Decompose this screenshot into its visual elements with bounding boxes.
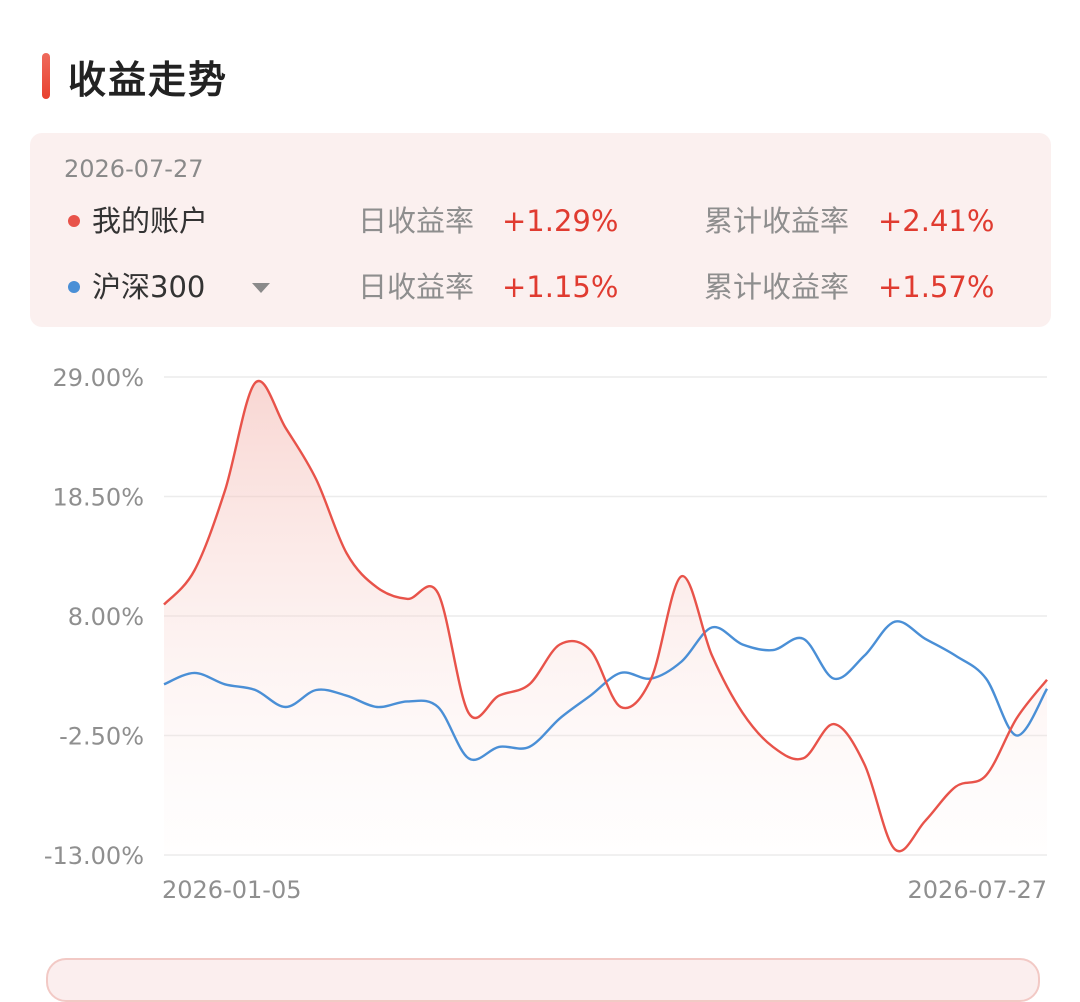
return-trend-chart[interactable]: 29.00% 18.50% 8.00% -2.50% -13.00% 2026-01-05… bbox=[0, 340, 1080, 920]
y-tick-label: 29.00% bbox=[52, 364, 144, 392]
data-point bbox=[1045, 687, 1049, 691]
data-point bbox=[436, 591, 440, 595]
data-point bbox=[741, 711, 745, 715]
data-point bbox=[862, 762, 866, 766]
data-point bbox=[619, 705, 623, 709]
daily-return-value: +1.29% bbox=[502, 204, 619, 238]
series-area-0 bbox=[164, 380, 1047, 855]
data-point bbox=[406, 597, 410, 601]
cumulative-return-value: +2.41% bbox=[878, 204, 995, 238]
data-point bbox=[558, 643, 562, 647]
data-point bbox=[588, 694, 592, 698]
data-point bbox=[832, 722, 836, 726]
data-point bbox=[284, 705, 288, 709]
data-point bbox=[345, 551, 349, 555]
daily-return-label: 日收益率 bbox=[358, 204, 475, 238]
data-point bbox=[527, 745, 531, 749]
cumulative-return-value: +1.57% bbox=[878, 270, 995, 304]
cumulative-return-label: 累计收益率 bbox=[704, 270, 850, 304]
data-point bbox=[345, 694, 349, 698]
daily-return-label: 日收益率 bbox=[358, 270, 475, 304]
data-point bbox=[680, 660, 684, 664]
data-point bbox=[375, 705, 379, 709]
data-point bbox=[710, 625, 714, 629]
data-point bbox=[771, 745, 775, 749]
data-point bbox=[436, 705, 440, 709]
data-point bbox=[923, 819, 927, 823]
data-point bbox=[1045, 678, 1049, 682]
daily-return-value: +1.15% bbox=[502, 270, 619, 304]
data-point bbox=[893, 620, 897, 624]
cumulative-return-label: 累计收益率 bbox=[704, 204, 850, 238]
legend-row-account: 我的账户 日收益率 +1.29% 累计收益率 +2.41% bbox=[64, 201, 1044, 241]
y-tick-label: 8.00% bbox=[68, 603, 144, 631]
data-point bbox=[832, 677, 836, 681]
data-point bbox=[954, 785, 958, 789]
data-point bbox=[771, 648, 775, 652]
data-point bbox=[375, 586, 379, 590]
data-point bbox=[467, 756, 471, 760]
data-point bbox=[497, 745, 501, 749]
series-line-account bbox=[163, 379, 1048, 853]
data-point bbox=[801, 756, 805, 760]
data-point bbox=[192, 671, 196, 675]
series-name: 我的账户 bbox=[92, 204, 209, 238]
data-point bbox=[162, 603, 166, 607]
data-point bbox=[497, 694, 501, 698]
data-point bbox=[923, 637, 927, 641]
data-point bbox=[223, 489, 227, 493]
benchmark-selector[interactable]: 沪深300 bbox=[92, 270, 206, 304]
data-point bbox=[588, 648, 592, 652]
data-point bbox=[284, 426, 288, 430]
data-point bbox=[192, 569, 196, 573]
y-tick-label: -2.50% bbox=[59, 723, 144, 751]
data-point bbox=[253, 688, 257, 692]
section-header: 收益走势 bbox=[42, 52, 228, 102]
data-point bbox=[680, 574, 684, 578]
data-point bbox=[1015, 716, 1019, 720]
data-point bbox=[406, 699, 410, 703]
series-line-benchmark bbox=[163, 620, 1049, 761]
data-point bbox=[649, 677, 653, 681]
selected-date: 2026-07-27 bbox=[64, 155, 204, 183]
data-point bbox=[984, 677, 988, 681]
data-point bbox=[527, 682, 531, 686]
data-point bbox=[467, 711, 471, 715]
data-point bbox=[954, 654, 958, 658]
legend-row-benchmark[interactable]: 沪深300 日收益率 +1.15% 累计收益率 +1.57% bbox=[64, 267, 1044, 307]
series-dot-icon bbox=[68, 281, 80, 293]
tooltip-summary-box: 2026-07-27 我的账户 日收益率 +1.29% 累计收益率 +2.41%… bbox=[30, 133, 1051, 327]
caret-down-icon[interactable] bbox=[252, 283, 270, 293]
data-point bbox=[162, 682, 166, 686]
data-point bbox=[710, 654, 714, 658]
data-point bbox=[984, 773, 988, 777]
series-dot-icon bbox=[68, 215, 80, 227]
page-title: 收益走势 bbox=[68, 57, 229, 102]
x-tick-label: 2026-01-05 bbox=[162, 876, 301, 904]
data-point bbox=[893, 847, 897, 851]
data-point bbox=[223, 682, 227, 686]
y-tick-label: 18.50% bbox=[52, 484, 144, 512]
x-tick-label: 2026-07-27 bbox=[908, 876, 1047, 904]
title-accent-bar bbox=[42, 53, 50, 99]
data-point bbox=[558, 716, 562, 720]
data-point bbox=[741, 643, 745, 647]
data-point bbox=[862, 654, 866, 658]
y-tick-label: -13.00% bbox=[44, 842, 144, 870]
bottom-card-edge bbox=[46, 958, 1040, 1002]
data-point bbox=[314, 688, 318, 692]
data-point bbox=[1015, 734, 1019, 738]
data-point bbox=[314, 477, 318, 481]
data-point bbox=[253, 381, 257, 385]
data-point bbox=[619, 671, 623, 675]
data-point bbox=[801, 637, 805, 641]
